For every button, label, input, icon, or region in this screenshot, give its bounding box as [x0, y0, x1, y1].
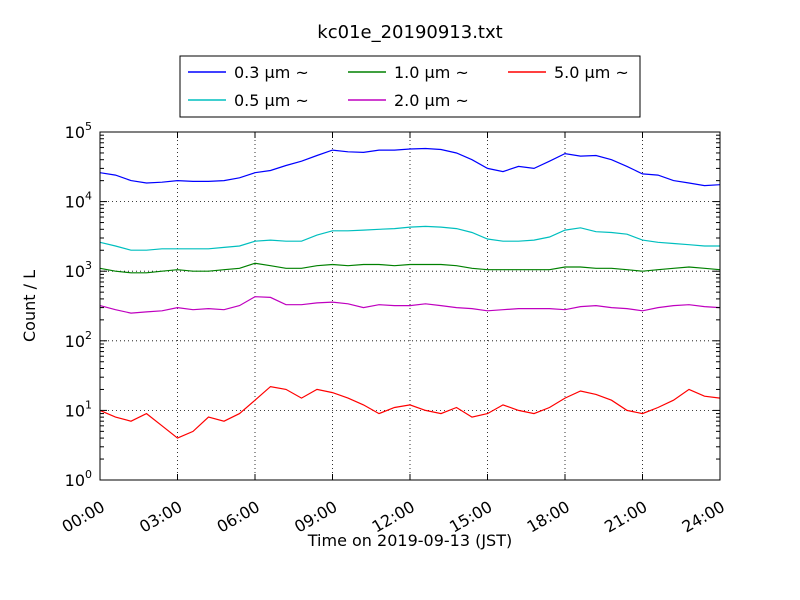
series-line — [99, 225, 720, 251]
grid — [100, 132, 720, 480]
legend-label: 1.0 μm ~ — [394, 63, 469, 82]
series-line — [99, 296, 721, 314]
legend-box — [179, 55, 641, 118]
x-axis-label: Time on 2019-09-13 (JST) — [307, 531, 512, 550]
series-line — [99, 262, 721, 274]
legend-label: 5.0 μm ~ — [554, 63, 629, 82]
y-axis-label: Count / L — [20, 270, 39, 342]
legend-label: 0.5 μm ~ — [234, 91, 309, 110]
series-line — [99, 385, 721, 439]
chart-title: kc01e_20190913.txt — [317, 22, 502, 43]
series-line — [99, 147, 721, 187]
legend-label: 2.0 μm ~ — [394, 91, 469, 110]
legend-label: 0.3 μm ~ — [234, 63, 309, 82]
series-group — [99, 147, 721, 439]
plot-frame — [99, 131, 721, 481]
legend: 0.3 μm ~ 0.5 μm ~ 1.0 μm ~ 2.0 μm ~ 5.0 μm ~ — [179, 55, 641, 118]
